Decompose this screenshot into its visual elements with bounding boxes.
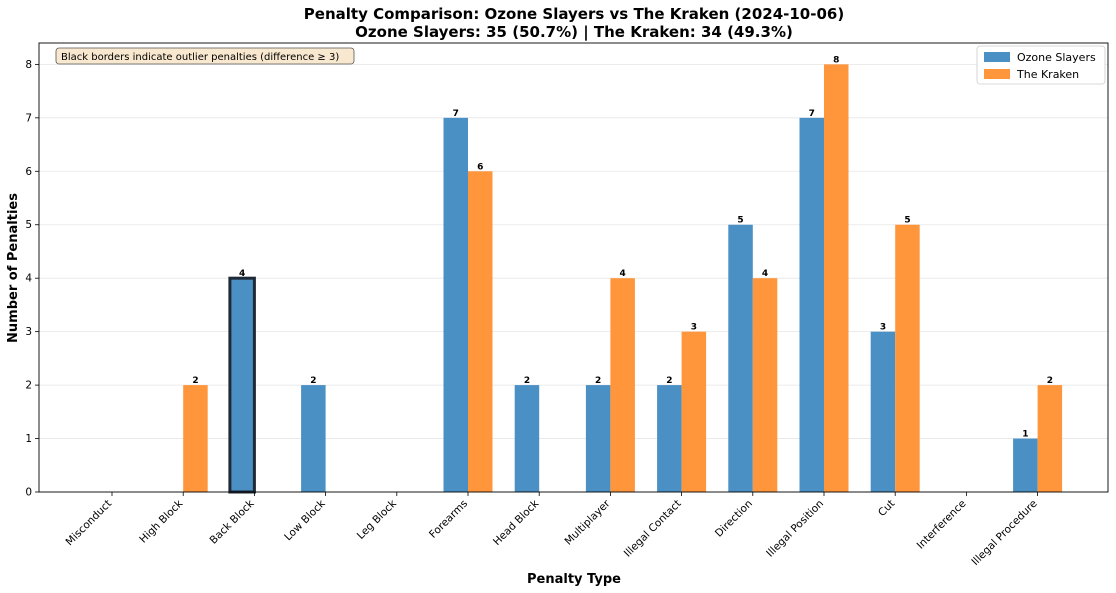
annotation-background [55, 47, 355, 65]
y-tick-label-6: 6 [25, 166, 32, 178]
bar-the-kraken-high-block [183, 385, 208, 492]
chart-title-line-1: Penalty Comparison: Ozone Slayers vs The… [304, 5, 844, 23]
y-tick-label-3: 3 [25, 326, 32, 338]
y-tick-label-4: 4 [25, 273, 32, 285]
value-label-ozone-slayers-illegal-procedure: 1 [1022, 430, 1028, 440]
bar-ozone-slayers-back-block [228, 276, 256, 494]
x-tick-label-illegal-position: Illegal Position [764, 498, 826, 560]
legend: Ozone Slayers The Kraken [976, 45, 1106, 85]
plot-frame [38, 42, 1109, 493]
bar-ozone-slayers-cut [870, 331, 896, 492]
x-tick-label-back-block: Back Block [208, 497, 258, 547]
bar-ozone-slayers-illegal-position [799, 117, 824, 492]
y-tick-label-1: 1 [25, 433, 32, 445]
x-axis-label: Penalty Type [527, 572, 621, 587]
x-tick-label-cut: Cut [876, 498, 897, 519]
bar-the-kraken-illegal-procedure [1037, 385, 1063, 492]
axes-group [38, 42, 1109, 493]
value-label-the-kraken-direction: 4 [762, 269, 768, 279]
bar-ozone-slayers-direction [728, 224, 753, 492]
bars-group [183, 64, 1063, 494]
bar-value-labels: 2 4 2 7 6 2 2 4 2 3 5 4 7 8 3 5 1 2 [192, 55, 1053, 439]
value-label-ozone-slayers-illegal-position: 7 [809, 109, 815, 119]
x-tick-label-direction: Direction [713, 498, 755, 540]
x-tick-label-high-block: High Block [137, 497, 186, 546]
bar-ozone-slayers-head-block [514, 385, 540, 492]
x-tick-label-head-block: Head Block [491, 497, 542, 548]
legend-label-the-kraken: The Kraken [1016, 68, 1079, 81]
value-label-ozone-slayers-head-block: 2 [524, 376, 530, 386]
value-label-ozone-slayers-direction: 5 [737, 216, 743, 226]
bar-the-kraken-multiplayer [610, 278, 635, 492]
bar-the-kraken-illegal-position [824, 64, 849, 492]
x-tick-label-forearms: Forearms [427, 498, 470, 541]
value-label-the-kraken-illegal-contact: 3 [691, 323, 697, 333]
y-gridlines [39, 63, 1108, 493]
x-tick-label-interference: Interference [915, 498, 969, 552]
bar-the-kraken-direction [752, 278, 778, 492]
y-tick-label-0: 0 [25, 487, 32, 499]
chart-title-line-2: Ozone Slayers: 35 (50.7%) | The Kraken: … [355, 23, 793, 42]
bar-the-kraken-cut [895, 224, 920, 492]
value-label-ozone-slayers-illegal-contact: 2 [666, 376, 672, 386]
y-tick-label-2: 2 [25, 380, 32, 392]
value-label-the-kraken-illegal-procedure: 2 [1047, 376, 1053, 386]
value-label-the-kraken-forearms: 6 [477, 162, 483, 172]
bar-ozone-slayers-illegal-contact [657, 385, 682, 492]
x-tick-label-illegal-procedure: Illegal Procedure [969, 498, 1039, 568]
y-tick-label-5: 5 [25, 219, 32, 231]
annotation-text: Black borders indicate outlier penalties… [61, 52, 339, 63]
value-label-the-kraken-illegal-position: 8 [833, 55, 839, 65]
y-tick-labels: 0 1 2 3 4 5 6 7 8 [25, 59, 39, 499]
x-tick-labels: Misconduct High Block Back Block Low Block L… [64, 492, 1040, 568]
value-label-the-kraken-multiplayer: 4 [620, 269, 626, 279]
x-tick-label-leg-block: Leg Block [355, 497, 400, 542]
x-tick-label-misconduct: Misconduct [64, 498, 115, 549]
value-label-ozone-slayers-back-block: 4 [239, 269, 245, 279]
bar-the-kraken-forearms [468, 171, 493, 493]
x-tick-label-illegal-contact: Illegal Contact [622, 498, 684, 560]
legend-swatch-ozone-slayers [984, 52, 1010, 62]
annotation-box: Black borders indicate outlier penalties… [55, 47, 355, 65]
y-axis-label: Number of Penalties [6, 193, 21, 343]
legend-swatch-the-kraken [984, 69, 1010, 79]
value-label-the-kraken-high-block: 2 [192, 376, 198, 386]
bar-ozone-slayers-low-block [301, 385, 326, 492]
x-tick-label-low-block: Low Block [282, 497, 328, 543]
legend-label-ozone-slayers: Ozone Slayers [1017, 51, 1096, 64]
value-label-ozone-slayers-forearms: 7 [453, 109, 459, 119]
value-label-the-kraken-cut: 5 [904, 216, 910, 226]
bar-ozone-slayers-multiplayer [585, 385, 611, 492]
x-tick-label-multiplayer: Multiplayer [563, 497, 613, 547]
bar-the-kraken-illegal-contact [681, 331, 707, 492]
value-label-ozone-slayers-cut: 3 [880, 323, 886, 333]
y-tick-label-8: 8 [25, 59, 32, 71]
bar-ozone-slayers-forearms [443, 117, 468, 492]
value-label-ozone-slayers-multiplayer: 2 [595, 376, 601, 386]
value-label-ozone-slayers-low-block: 2 [310, 376, 316, 386]
bar-ozone-slayers-illegal-procedure [1013, 438, 1038, 492]
y-tick-label-7: 7 [25, 112, 32, 124]
